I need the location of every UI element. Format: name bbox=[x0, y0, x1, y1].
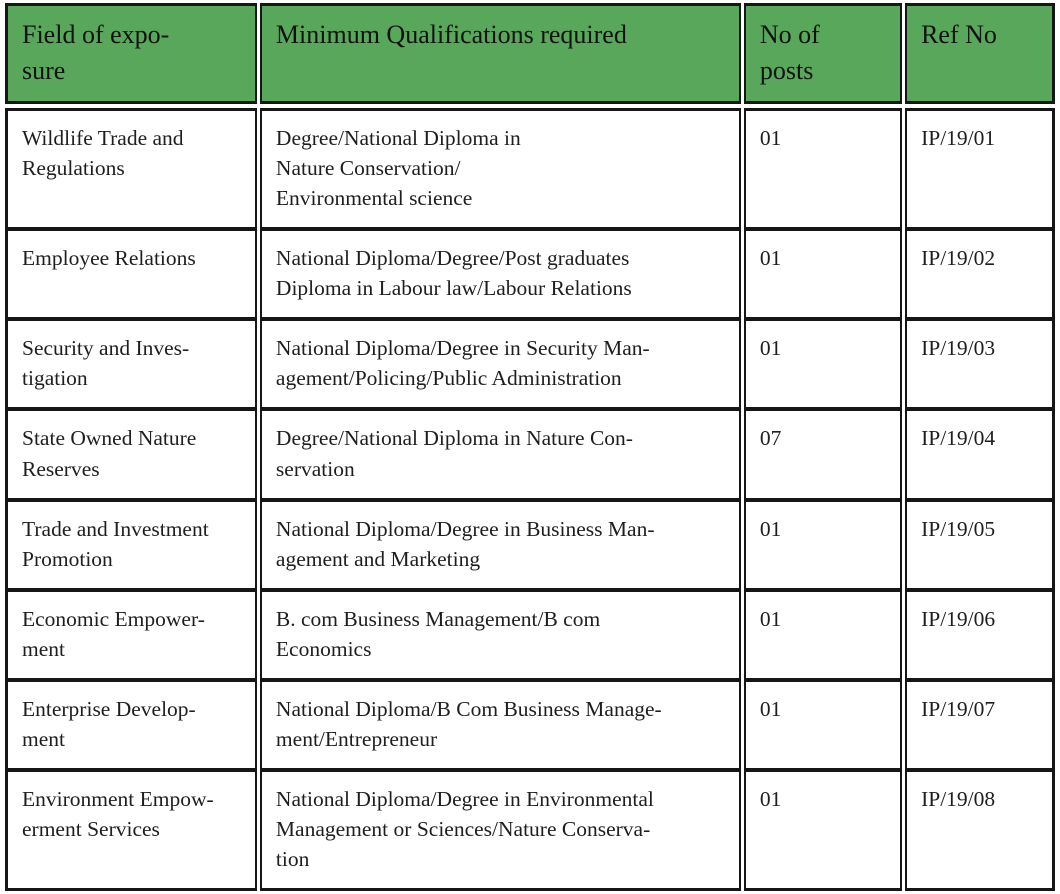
header-row: Field of expo- sure Minimum Qualificatio… bbox=[5, 3, 1055, 104]
cell-minimum-qualifications: National Diploma/Degree in Business Man-… bbox=[259, 499, 741, 590]
cell-ref-no: IP/19/01 bbox=[905, 107, 1055, 230]
cell-field-of-exposure: Environment Empow- erment Services bbox=[5, 770, 257, 892]
table-row: Economic Empower- ment B. com Business M… bbox=[5, 589, 1055, 680]
cell-no-of-posts: 01 bbox=[743, 319, 903, 410]
header-cell-field-of-exposure: Field of expo- sure bbox=[5, 3, 257, 104]
cell-ref-no: IP/19/03 bbox=[905, 319, 1055, 410]
cell-no-of-posts: 01 bbox=[743, 499, 903, 590]
table-row: Security and Inves- tigation National Di… bbox=[5, 319, 1055, 410]
cell-field-of-exposure: Enterprise Develop- ment bbox=[5, 679, 257, 771]
cell-field-of-exposure: Wildlife Trade and Regulations bbox=[5, 107, 257, 230]
cell-no-of-posts: 01 bbox=[743, 770, 903, 892]
cell-ref-no: IP/19/02 bbox=[905, 229, 1055, 320]
cell-minimum-qualifications: Degree/National Diploma in Nature Conser… bbox=[259, 107, 741, 230]
header-cell-ref-no: Ref No bbox=[905, 3, 1055, 104]
cell-no-of-posts: 01 bbox=[743, 589, 903, 680]
cell-minimum-qualifications: National Diploma/B Com Business Manage- … bbox=[259, 679, 741, 771]
cell-minimum-qualifications: National Diploma/Degree in Security Man-… bbox=[259, 319, 741, 410]
table-header: Field of expo- sure Minimum Qualificatio… bbox=[5, 3, 1055, 104]
cell-ref-no: IP/19/07 bbox=[905, 679, 1055, 771]
table-row: Enterprise Develop- ment National Diplom… bbox=[5, 679, 1055, 771]
cell-no-of-posts: 01 bbox=[743, 229, 903, 320]
table-row: Employee Relations National Diploma/Degr… bbox=[5, 229, 1055, 320]
header-cell-minimum-qualifications: Minimum Qualifications required bbox=[259, 3, 741, 104]
cell-minimum-qualifications: National Diploma/Degree/Post graduates D… bbox=[259, 229, 741, 320]
cell-no-of-posts: 01 bbox=[743, 679, 903, 771]
table-row: Wildlife Trade and Regulations Degree/Na… bbox=[5, 107, 1055, 230]
table-row: State Owned Nature Reserves Degree/Natio… bbox=[5, 409, 1055, 500]
cell-ref-no: IP/19/04 bbox=[905, 409, 1055, 500]
cell-no-of-posts: 01 bbox=[743, 107, 903, 230]
cell-field-of-exposure: Trade and Investment Promotion bbox=[5, 499, 257, 590]
cell-minimum-qualifications: B. com Business Management/B com Economi… bbox=[259, 589, 741, 680]
cell-ref-no: IP/19/06 bbox=[905, 589, 1055, 680]
cell-minimum-qualifications: Degree/National Diploma in Nature Con- s… bbox=[259, 409, 741, 500]
cell-field-of-exposure: Security and Inves- tigation bbox=[5, 319, 257, 410]
cell-field-of-exposure: Employee Relations bbox=[5, 229, 257, 320]
table-body: Wildlife Trade and Regulations Degree/Na… bbox=[5, 104, 1055, 892]
table-row: Environment Empow- erment Services Natio… bbox=[5, 770, 1055, 892]
cell-field-of-exposure: State Owned Nature Reserves bbox=[5, 409, 257, 500]
cell-field-of-exposure: Economic Empower- ment bbox=[5, 589, 257, 680]
cell-ref-no: IP/19/08 bbox=[905, 770, 1055, 892]
cell-ref-no: IP/19/05 bbox=[905, 499, 1055, 590]
vacancies-qualifications-table: Field of expo- sure Minimum Qualificatio… bbox=[2, 3, 1058, 892]
table-row: Trade and Investment Promotion National … bbox=[5, 499, 1055, 590]
cell-no-of-posts: 07 bbox=[743, 409, 903, 500]
cell-minimum-qualifications: National Diploma/Degree in Environmental… bbox=[259, 770, 741, 892]
header-cell-no-of-posts: No of posts bbox=[743, 3, 903, 104]
